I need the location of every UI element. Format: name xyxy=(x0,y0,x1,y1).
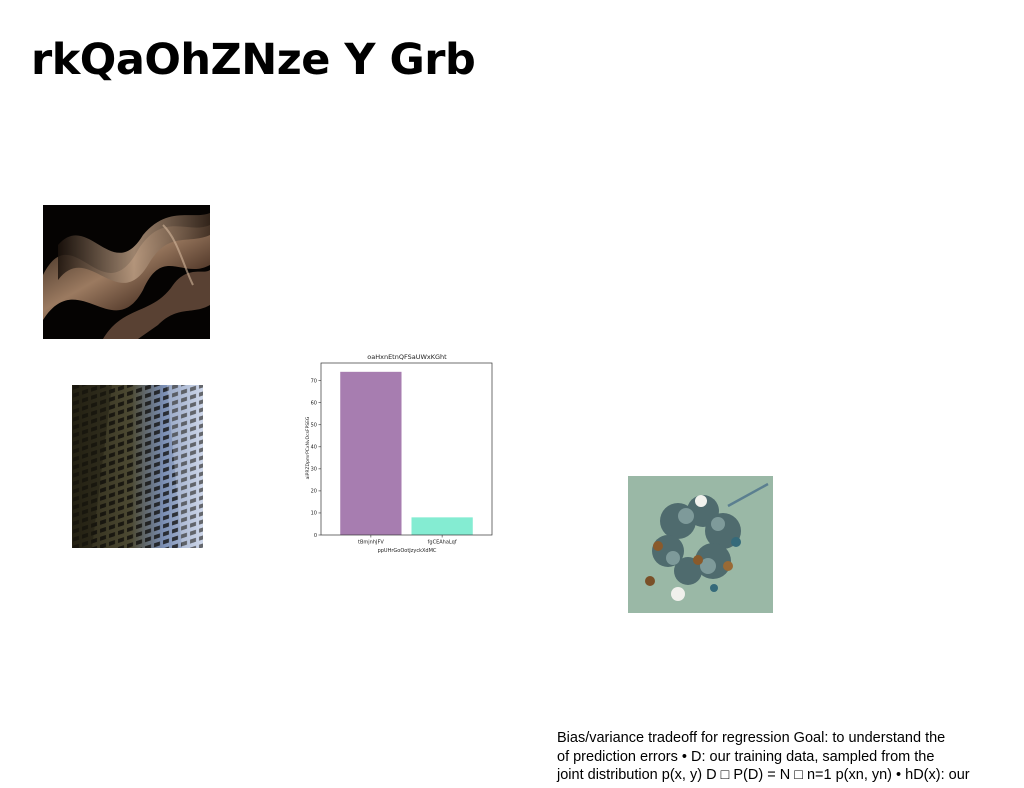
y-tick-label: 30 xyxy=(311,467,317,473)
plot-frame xyxy=(320,362,493,536)
x-tick-label: fgCEAhaLqf xyxy=(428,540,457,546)
y-tick-label: 40 xyxy=(311,445,317,451)
ornament-wreath-photo xyxy=(628,476,773,613)
building-facade-photo xyxy=(72,385,203,548)
y-tick-label: 20 xyxy=(311,489,317,495)
body-line: joint distribution p(x, y) D □ P(D) = N … xyxy=(557,767,970,783)
y-tick-label: 70 xyxy=(311,378,317,384)
y-tick-label: 0 xyxy=(314,533,317,539)
y-tick-label: 10 xyxy=(311,511,317,517)
chart-ylabel: aiPRZDpmrPCxNvDcsFPSEG xyxy=(305,416,311,479)
chart-xlabel: ppUHrGoOotJzyckXdMC xyxy=(378,548,437,554)
body-line: Bias/variance tradeoff for regression Go… xyxy=(557,730,946,746)
bar-2 xyxy=(411,517,473,535)
y-tick-label: 60 xyxy=(311,400,317,406)
body-text: Bias/variance tradeoff for regression Go… xyxy=(557,729,1017,785)
y-tick-label: 50 xyxy=(311,423,317,429)
bar-1 xyxy=(340,371,402,535)
x-tick-label: tBmjnhJFV xyxy=(358,540,384,546)
body-line: of prediction errors • D: our training d… xyxy=(557,748,935,765)
abstract-bronze-waves-photo xyxy=(43,205,210,339)
chart-title: oaHxnEtnQFSaUWxKGht xyxy=(367,353,447,361)
bar-chart: oaHxnEtnQFSaUWxKGht aiPRZDpmrPCxNvDcsFPS… xyxy=(300,348,500,558)
slide-title: rkQaOhZNze Y Grb xyxy=(31,35,476,85)
